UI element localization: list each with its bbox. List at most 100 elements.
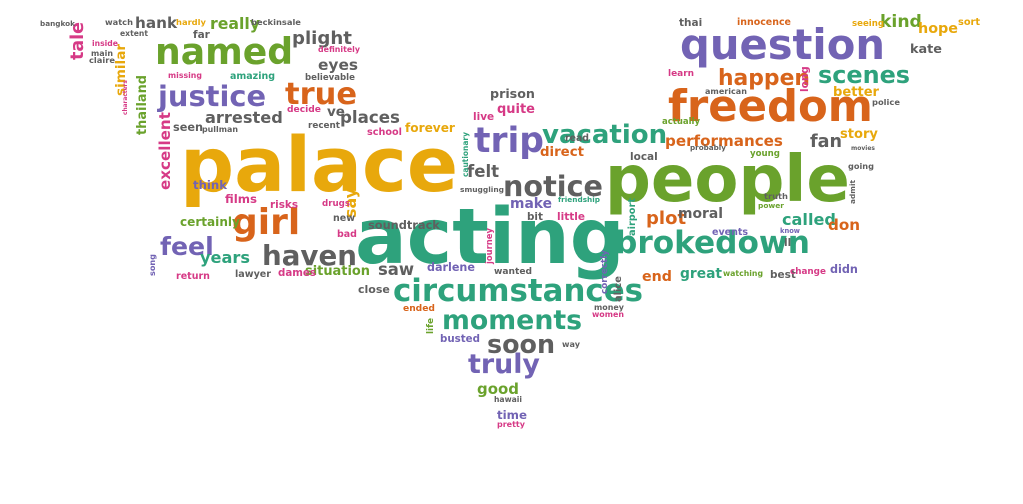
word-friendship: friendship <box>558 195 600 204</box>
word-notice: notice <box>503 169 603 203</box>
word-prison: prison <box>490 86 535 101</box>
word-recent: recent <box>308 121 341 131</box>
word-ll: ll <box>784 237 792 249</box>
word-films: films <box>225 192 257 206</box>
word-kind: kind <box>880 12 922 32</box>
word-learn: learn <box>668 69 695 79</box>
word-pretty: pretty <box>497 420 525 429</box>
word-song: song <box>147 254 157 276</box>
word-quite: quite <box>497 102 535 117</box>
word-make: make <box>510 196 553 212</box>
word-watching: watching <box>723 269 764 278</box>
word-drugs: drugs <box>322 199 350 209</box>
word-way: way <box>562 339 580 349</box>
word-freedom: freedom <box>668 82 873 132</box>
word-years: years <box>200 248 251 267</box>
word-scenes: scenes <box>818 61 911 89</box>
word-thailand: thailand <box>135 75 150 135</box>
word-claire: claire <box>89 55 116 65</box>
word-circumstances: circumstances <box>393 273 644 309</box>
word-extent: extent <box>120 29 148 38</box>
word-watch: watch <box>105 17 133 27</box>
word-amazing: amazing <box>230 71 275 82</box>
word-better: better <box>833 85 879 100</box>
word-know: know <box>780 227 800 235</box>
word-local: local <box>630 151 658 163</box>
word-eyes: eyes <box>318 56 359 74</box>
word-excellent: excellent <box>156 112 174 190</box>
word-feel: feel <box>160 232 214 261</box>
word-money: money <box>594 303 624 312</box>
word-close: close <box>358 283 390 296</box>
word-events: events <box>712 227 749 238</box>
word-actually: actually <box>662 117 700 127</box>
word-hope: hope <box>918 21 959 37</box>
word-ve: ve <box>327 104 345 120</box>
word-plight: plight <box>292 28 352 49</box>
word-brokedown: brokedown <box>615 225 810 261</box>
word-think: think <box>193 178 227 192</box>
word-thai: thai <box>679 17 703 29</box>
word-hardly: hardly <box>176 17 206 27</box>
word-truly: truly <box>468 349 540 380</box>
word-time: time <box>497 408 527 422</box>
word-lawyer: lawyer <box>235 269 271 280</box>
word-situation: situation <box>305 264 370 279</box>
word-forever: forever <box>405 121 455 135</box>
word-probably: probably <box>690 143 726 152</box>
word-busted: busted <box>440 333 480 345</box>
word-decide: decide <box>287 105 321 115</box>
word-correctly: correctly <box>600 250 610 294</box>
word-hawaii: hawaii <box>494 395 522 404</box>
word-fan: fan <box>810 132 843 152</box>
word-definitely: definitely <box>318 45 360 54</box>
word-plot: plot <box>646 208 687 229</box>
word-bit: bit <box>527 211 543 223</box>
word-justice: justice <box>158 79 267 113</box>
word-hank: hank <box>135 14 178 32</box>
word-haven: haven <box>262 239 357 272</box>
word-american: american <box>705 87 747 96</box>
word-people: people <box>605 142 850 217</box>
word-sort: sort <box>958 17 981 28</box>
word-beckinsale: beckinsale <box>251 17 301 27</box>
word-admit: admit <box>848 180 857 204</box>
word-little: little <box>557 211 585 223</box>
word-girl: girl <box>232 202 301 243</box>
word-bad: bad <box>337 229 357 240</box>
word-innocence: innocence <box>737 17 791 28</box>
word-dames: dames <box>278 267 316 279</box>
word-bangkok: bangkok <box>40 19 75 28</box>
word-don: don <box>828 216 861 234</box>
word-long: long <box>799 66 811 92</box>
word-smuggling: smuggling <box>460 185 505 194</box>
word-arrested: arrested <box>205 108 283 127</box>
word-inside: inside <box>92 39 118 48</box>
word-soundtrack: soundtrack <box>368 218 440 232</box>
word-saw: saw <box>378 260 415 279</box>
word-direct: direct <box>540 145 584 160</box>
word-moral: moral <box>678 206 723 222</box>
word-good: good <box>477 380 519 398</box>
word-certainly: certainly <box>180 215 240 229</box>
word-felt: felt <box>467 162 500 181</box>
word-airport: airport <box>627 198 638 236</box>
word-ended: ended <box>403 304 435 314</box>
word-live: live <box>473 111 495 123</box>
word-characters: characters <box>123 80 129 115</box>
word-moments: moments <box>442 305 583 336</box>
word-acting: acting <box>355 193 625 282</box>
word-movies: movies <box>851 145 875 152</box>
word-believable: believable <box>305 73 355 83</box>
word-vacation: vacation <box>542 120 668 150</box>
word-life: life <box>426 318 436 334</box>
word-change: change <box>790 267 826 277</box>
word-didn: didn <box>830 263 858 276</box>
word-journey: journey <box>484 228 494 264</box>
word-wanted: wanted <box>494 267 532 277</box>
word-palace: palace <box>180 121 459 209</box>
word-named: named <box>155 30 294 73</box>
word-end: end <box>642 269 672 285</box>
word-really: really <box>210 14 261 33</box>
word-seen: seen <box>173 121 204 134</box>
